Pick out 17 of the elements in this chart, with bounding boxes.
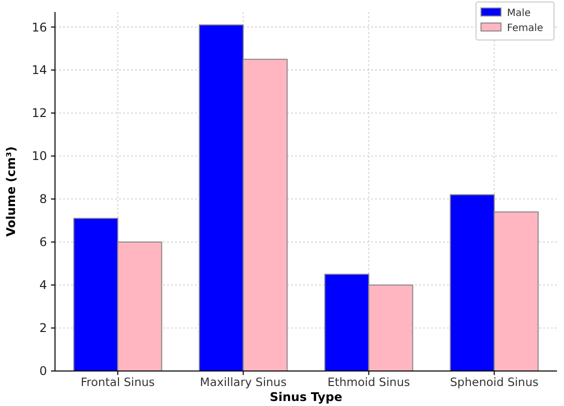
y-tick-label: 10 <box>32 149 47 164</box>
y-tick-label: 12 <box>32 106 47 120</box>
y-tick-label: 8 <box>39 192 47 206</box>
x-axis-title: Sinus Type <box>270 390 342 404</box>
y-tick-label: 16 <box>32 20 47 34</box>
x-tick-label: Frontal Sinus <box>80 375 155 389</box>
legend-label: Female <box>507 23 544 34</box>
y-tick-label: 14 <box>32 63 47 78</box>
y-tick-label: 2 <box>39 321 47 336</box>
x-tick-label: Sphenoid Sinus <box>450 375 539 389</box>
y-tick-label: 0 <box>39 364 47 378</box>
x-tick-label: Maxillary Sinus <box>200 375 287 389</box>
y-axis-title: Volume (cm³) <box>4 146 18 237</box>
y-tick-label: 4 <box>39 278 47 292</box>
legend-label: Male <box>507 8 531 19</box>
x-tick-label: Ethmoid Sinus <box>327 375 410 389</box>
y-tick-label: 6 <box>39 235 47 250</box>
